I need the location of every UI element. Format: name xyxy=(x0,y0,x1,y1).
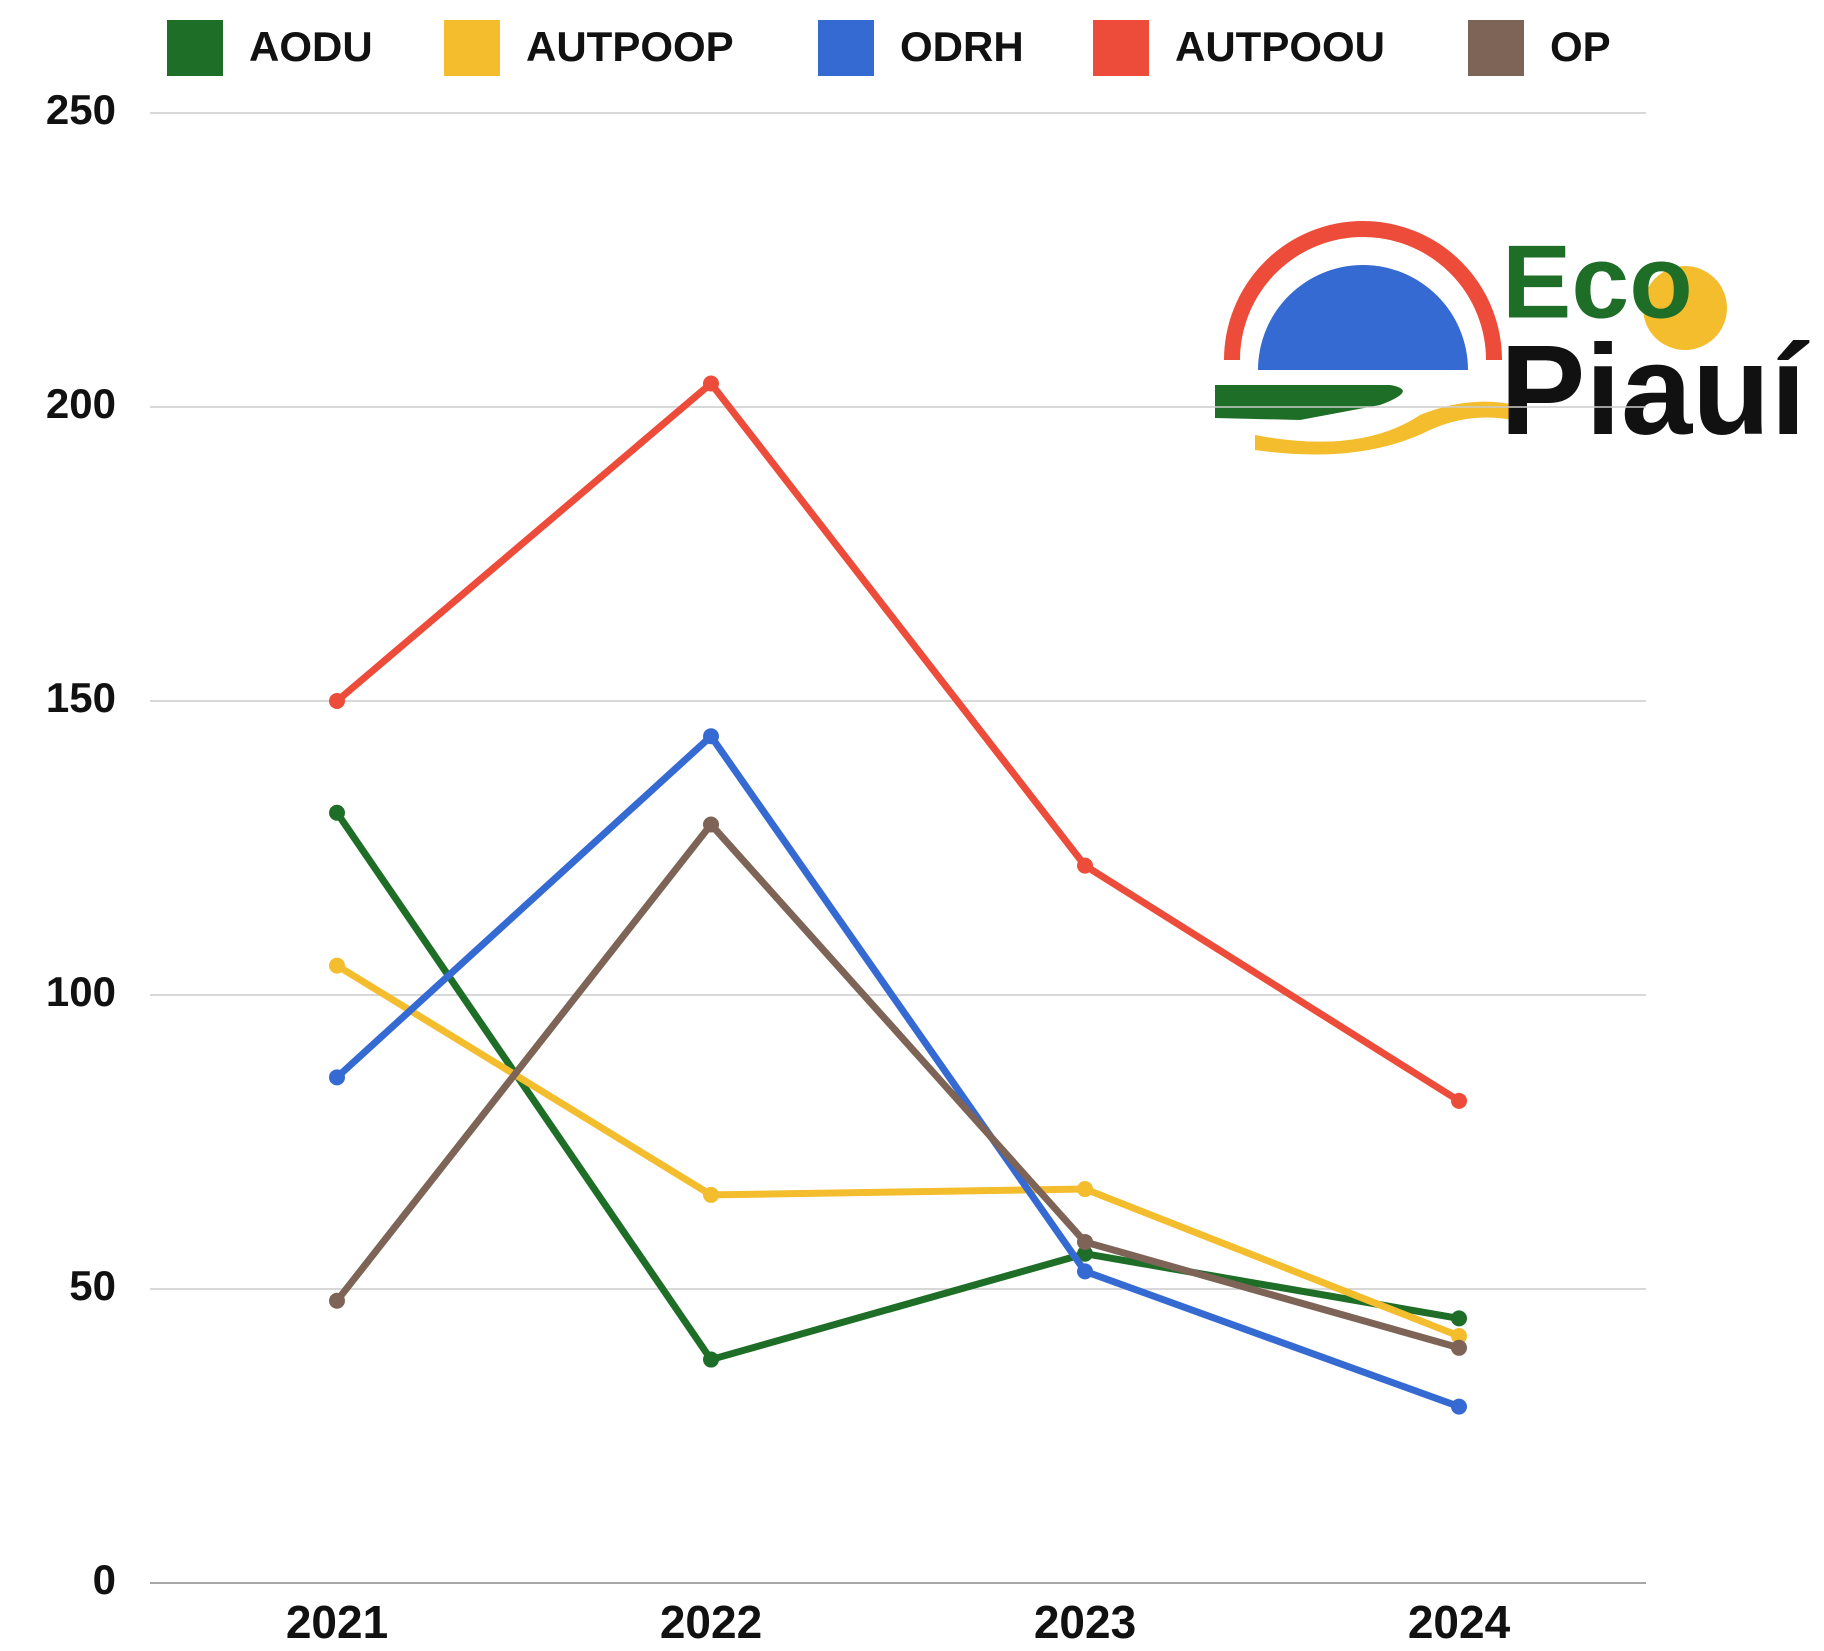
y-tick-label: 100 xyxy=(46,968,116,1015)
logo-flag xyxy=(1643,266,1727,350)
point xyxy=(329,1069,345,1086)
series-line xyxy=(335,962,1461,1340)
x-tick-label: 2023 xyxy=(1034,1596,1136,1648)
point xyxy=(1451,1398,1467,1415)
point xyxy=(703,375,719,392)
point xyxy=(1451,1328,1467,1345)
point xyxy=(703,728,719,745)
logo-hand xyxy=(1215,385,1403,420)
point xyxy=(1077,1263,1093,1280)
y-tick-label: 50 xyxy=(69,1262,116,1309)
series-line xyxy=(334,820,1460,1352)
series-line xyxy=(334,810,1460,1364)
legend-label: AUTPOOU xyxy=(1175,23,1385,70)
point xyxy=(1077,857,1093,874)
legend-swatch xyxy=(818,20,874,76)
point xyxy=(1077,1181,1093,1198)
x-tick-label: 2022 xyxy=(660,1596,762,1648)
logo-text: Piauí xyxy=(1500,319,1809,462)
legend-swatch xyxy=(1468,20,1524,76)
logo-swoosh xyxy=(1255,401,1515,455)
logo-dome xyxy=(1258,265,1468,370)
logo-arc xyxy=(1224,221,1502,361)
point xyxy=(329,693,345,709)
logo-text: Eco xyxy=(1502,224,1693,340)
legend-label: OP xyxy=(1550,23,1611,70)
point xyxy=(329,957,345,974)
point xyxy=(329,804,345,821)
series-line xyxy=(334,379,1461,1104)
point xyxy=(1451,1092,1467,1109)
point xyxy=(1451,1310,1467,1327)
point xyxy=(1077,1245,1093,1262)
legend-label: AODU xyxy=(249,23,373,70)
point xyxy=(1077,1233,1093,1250)
legend-swatch xyxy=(1093,20,1149,76)
legend-label: AUTPOOP xyxy=(526,23,734,70)
legend-label: ODRH xyxy=(900,23,1024,70)
series-line xyxy=(334,732,1461,1410)
point xyxy=(703,1351,719,1368)
legend-swatch xyxy=(167,20,223,76)
logo: Eco Piauí xyxy=(1215,221,1809,462)
x-tick-label: 2024 xyxy=(1408,1596,1511,1648)
point xyxy=(1451,1339,1467,1356)
x-tick-label: 2021 xyxy=(286,1596,388,1648)
y-tick-label: 200 xyxy=(46,380,116,427)
legend-swatch xyxy=(444,20,500,76)
point xyxy=(703,1186,719,1203)
point xyxy=(329,1292,345,1309)
point xyxy=(703,816,719,833)
y-tick-label: 150 xyxy=(46,674,116,721)
y-tick-label: 250 xyxy=(46,86,116,133)
y-tick-label: 0 xyxy=(93,1556,116,1603)
